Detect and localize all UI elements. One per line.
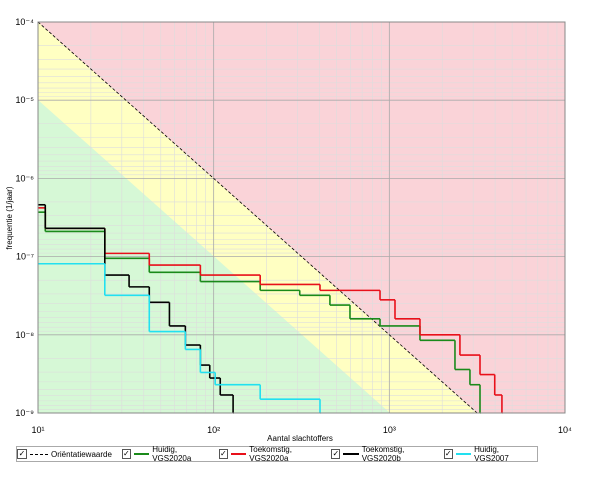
x-axis-label: Aantal slachtoffers [267,434,333,443]
y-tick-label: 10⁻⁴ [15,17,34,27]
checkbox[interactable]: ✓ [218,449,228,459]
legend-item: ✓ Oriëntatiewaarde [17,449,112,459]
legend-label: Toekomstig, VGS2020a [249,445,292,463]
checkbox[interactable]: ✓ [331,449,341,459]
x-tick-label: 10⁴ [558,425,572,435]
legend-swatch [455,453,472,455]
legend-label: Huidig, VGS2020a [152,445,192,463]
y-tick-label: 10⁻⁹ [15,408,34,418]
checkbox[interactable]: ✓ [17,449,27,459]
legend: ✓ Oriëntatiewaarde ✓ Huidig, VGS2020a ✓ Toeko… [16,445,538,463]
y-axis-label: frequentie (1/jaar) [5,186,14,249]
legend-label: Huidig, VGS2007 [474,445,509,463]
legend-swatch [30,453,48,455]
x-tick-label: 10³ [383,425,396,435]
x-tick-label: 10² [207,425,220,435]
y-tick-label: 10⁻⁷ [16,252,34,262]
legend-swatch [343,453,359,455]
legend-item: ✓ Huidig, VGS2020a [121,445,209,463]
checkbox[interactable]: ✓ [121,449,131,459]
y-tick-label: 10⁻⁶ [16,173,35,183]
checkbox[interactable]: ✓ [443,449,453,459]
legend-swatch [230,453,247,455]
y-tick-label: 10⁻⁸ [15,330,34,340]
plot-frame [37,21,566,414]
legend-item: ✓ Toekomstig, VGS2020b [331,445,433,463]
orientation-line [37,21,478,414]
legend-swatch [133,453,150,455]
chart: frequentie (1/jaar) Aantal slachtoffers … [5,17,572,443]
legend-item: ✓ Huidig, VGS2007 [443,445,527,463]
legend-item: ✓ Toekomstig, VGS2020a [218,445,321,463]
legend-label: Toekomstig, VGS2020b [361,445,405,463]
legend-label: Oriëntatiewaarde [51,449,112,459]
x-tick-label: 10¹ [31,425,44,435]
y-tick-label: 10⁻⁵ [16,95,35,105]
